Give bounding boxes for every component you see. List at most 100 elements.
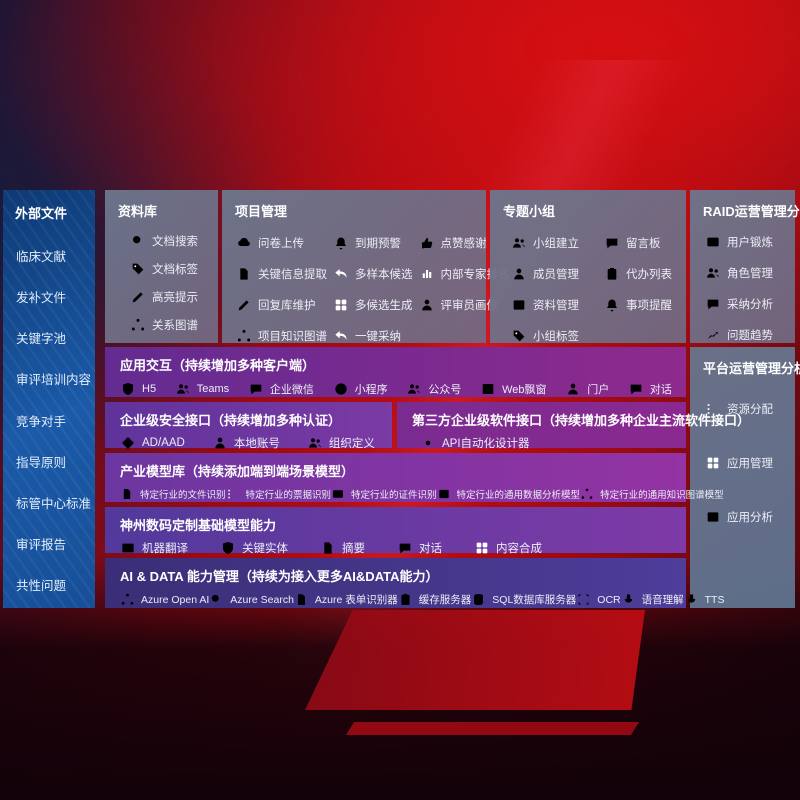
feature-item[interactable]: 文档搜索 [130,233,218,249]
sidebar-item[interactable]: 发补文件 [16,287,91,306]
team-create-icon [511,235,527,251]
feature-item[interactable]: OCR [576,592,621,607]
sidebar-item[interactable]: 临床文献 [16,246,91,265]
feature-label: 事项提醒 [626,300,672,312]
feature-label: 回复库维护 [258,300,316,312]
feature-item[interactable]: 用户锻炼 [705,234,795,250]
feature-label: AD/AAD [142,437,185,449]
reply-maintain-icon [236,297,252,313]
feature-item[interactable]: SQL数据库服务器 [471,592,576,607]
feature-label: 内容合成 [496,543,542,555]
feature-label: 企业微信 [269,384,314,396]
feature-item[interactable]: 语音理解 [621,592,684,607]
feature-item[interactable]: 高亮提示 [130,289,218,305]
feature-item[interactable]: 缓存服务器 [398,592,471,607]
todo-list-icon [604,266,620,282]
feature-item[interactable]: Azure Open AI [120,592,209,607]
feature-label: 小组标签 [533,331,579,343]
feature-item[interactable]: 本地账号 [212,435,280,451]
feature-item[interactable]: 摘要 [320,540,365,556]
org-define-icon [307,435,323,451]
ad-aad-icon [120,435,136,451]
feature-item[interactable]: Azure Search [209,592,294,607]
feature-item[interactable]: 事项提醒 [604,297,672,313]
tag-icon [130,261,146,277]
sidebar-item[interactable]: 共性问题 [16,575,91,594]
feature-item[interactable]: 关键实体 [220,540,288,556]
feature-item[interactable]: 回复库维护 [236,297,327,313]
feature-item[interactable]: 留言板 [604,235,672,251]
feature-item[interactable]: 小组标签 [511,328,579,344]
feature-label: 评审员画像 [440,300,499,312]
feature-item[interactable]: 对话 [628,381,672,397]
feature-item[interactable]: 问卷上传 [236,235,327,251]
feature-item[interactable]: 企业微信 [248,381,314,397]
row-security-title: 企业级安全接口（持续增加多种认证） [120,413,342,428]
feature-item[interactable]: 关键信息提取 [236,266,327,282]
sidebar-item[interactable]: 审评报告 [16,534,91,553]
row-security-interface: 企业级安全接口（持续增加多种认证） AD/AAD 本地账号 组织定义 [105,402,392,451]
feature-item[interactable]: Azure 表单识别器 [294,592,398,607]
feature-label: Azure Search [230,593,294,606]
summary-icon [320,540,336,556]
feature-item[interactable]: 关系图谱 [130,317,218,333]
feature-item[interactable]: 门户 [565,381,609,397]
item-label: 发补文件 [16,291,67,306]
feature-item[interactable]: H5 [120,381,156,397]
feature-item[interactable]: 成员管理 [511,266,579,282]
feature-item[interactable]: 多样本候选 [333,266,413,282]
feature-label: 公众号 [428,384,462,396]
sidebar-item[interactable]: 竞争对手 [16,411,91,430]
feature-item[interactable]: 采纳分析 [705,296,795,312]
feature-item[interactable]: 特定行业的票据识别 [226,487,331,501]
feature-item[interactable]: Teams [175,381,229,397]
feature-item[interactable]: 文档标签 [130,261,218,277]
feature-item[interactable]: 评审员画像 [419,297,510,313]
feature-item[interactable]: Web飘窗 [480,381,546,397]
feature-item[interactable]: 应用分析 [705,509,795,525]
feature-item[interactable]: API自动化设计器 [420,435,530,451]
feature-item[interactable]: 一键采纳 [333,328,413,344]
feature-item[interactable]: 项目知识图谱 [236,328,327,344]
feature-item[interactable]: 特定行业的文件识别 [120,487,226,501]
sidebar-item[interactable]: 关键字池 [16,328,91,347]
feature-item[interactable]: 多候选生成 [333,297,413,313]
feature-label: OCR [597,593,621,606]
feature-item[interactable]: 组织定义 [307,435,375,451]
feature-item[interactable]: 代办列表 [604,266,672,282]
issue-trend-icon [705,327,721,343]
sidebar-item[interactable]: 指导原则 [16,452,91,471]
feature-item[interactable]: 对话 [397,540,442,556]
feature-label: 机器翻译 [142,543,188,555]
relation-graph-icon [130,317,146,333]
thumbs-up-icon [419,235,435,251]
sidebar-item[interactable]: 标管中心标准 [16,493,91,512]
feature-item[interactable]: TTS [684,592,724,607]
feature-item[interactable]: 特定行业的证件识别 [331,487,437,501]
feature-item[interactable]: 资源分配 [705,401,795,417]
feature-item[interactable]: 资料管理 [511,297,579,313]
feature-item[interactable]: 公众号 [406,381,461,397]
speech-understanding-icon [621,592,636,607]
feature-item[interactable]: 小程序 [333,381,388,397]
sidebar-item[interactable]: 审评培训内容 [16,369,91,388]
feature-item[interactable]: 内容合成 [474,540,542,556]
feature-item[interactable]: 应用管理 [705,455,795,471]
feature-item[interactable]: 特定行业的通用数据分析模型 [437,487,580,501]
panel-raid-title: RAID运营管理分析 [703,204,800,219]
feature-item[interactable]: 机器翻译 [120,540,188,556]
feature-item[interactable]: 问题趋势 [705,327,795,343]
feature-label: Teams [196,383,230,395]
item-label: 临床文献 [16,250,67,264]
feature-item[interactable]: AD/AAD [120,435,185,451]
feature-item[interactable]: 特定行业的通用知识图谱模型 [580,487,724,501]
feature-item[interactable]: 到期预警 [333,235,413,251]
panel-platform-title: 平台运营管理分析 [703,361,800,376]
feature-label: 资源分配 [727,404,773,416]
industry-idcard-icon [331,487,345,501]
feature-item[interactable]: 角色管理 [705,265,795,281]
feature-item[interactable]: 点赞感谢 [419,235,510,251]
feature-item[interactable]: 小组建立 [511,235,579,251]
feature-label: H5 [142,383,157,395]
